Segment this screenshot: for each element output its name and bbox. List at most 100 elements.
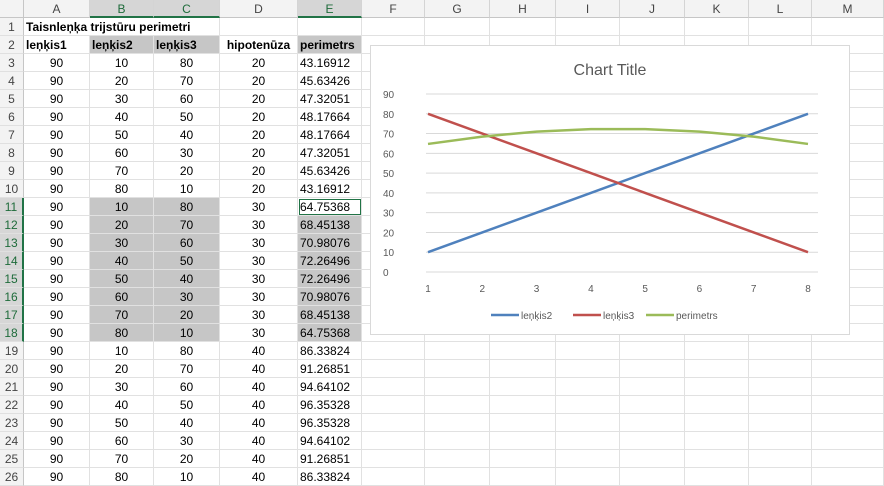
cell[interactable] <box>812 396 884 414</box>
data-cell[interactable]: 70 <box>154 360 220 378</box>
data-cell[interactable]: 90 <box>24 144 90 162</box>
data-cell[interactable]: 90 <box>24 234 90 252</box>
row-header-13[interactable]: 13 <box>0 234 24 252</box>
cell[interactable] <box>749 378 812 396</box>
row-header-9[interactable]: 9 <box>0 162 24 180</box>
row-header-11[interactable]: 11 <box>0 198 24 216</box>
data-cell[interactable]: 20 <box>220 126 298 144</box>
data-cell[interactable]: 90 <box>24 396 90 414</box>
column-header-I[interactable]: I <box>556 0 620 18</box>
data-cell[interactable]: 40 <box>90 252 154 270</box>
title-cell[interactable]: Taisnleņķa trijstūru perimetri <box>24 20 191 36</box>
row-header-16[interactable]: 16 <box>0 288 24 306</box>
column-header-A[interactable]: A <box>24 0 90 18</box>
cell[interactable] <box>812 342 884 360</box>
data-cell[interactable]: 68.45138 <box>298 216 362 234</box>
cell[interactable] <box>490 414 556 432</box>
cell[interactable] <box>556 378 620 396</box>
data-cell[interactable]: 40 <box>154 270 220 288</box>
cell[interactable] <box>154 18 220 36</box>
cell[interactable] <box>620 432 685 450</box>
cell[interactable] <box>620 414 685 432</box>
row-header-17[interactable]: 17 <box>0 306 24 324</box>
data-cell[interactable]: 80 <box>154 342 220 360</box>
cell[interactable] <box>812 18 884 36</box>
column-header-K[interactable]: K <box>685 0 749 18</box>
cell[interactable] <box>685 414 749 432</box>
data-cell[interactable]: 30 <box>90 234 154 252</box>
cell[interactable] <box>362 342 425 360</box>
cell[interactable] <box>620 360 685 378</box>
cell[interactable] <box>812 360 884 378</box>
data-cell[interactable]: 40 <box>220 342 298 360</box>
data-cell[interactable]: 90 <box>24 90 90 108</box>
cell[interactable] <box>620 450 685 468</box>
cell[interactable] <box>298 18 362 36</box>
row-header-23[interactable]: 23 <box>0 414 24 432</box>
data-cell[interactable]: 40 <box>220 432 298 450</box>
cell[interactable] <box>685 378 749 396</box>
data-cell[interactable]: 48.17664 <box>298 126 362 144</box>
row-header-26[interactable]: 26 <box>0 468 24 486</box>
cell[interactable] <box>425 396 490 414</box>
data-cell[interactable]: 60 <box>154 378 220 396</box>
data-cell[interactable]: 20 <box>220 162 298 180</box>
data-cell[interactable]: 72.26496 <box>298 270 362 288</box>
cell[interactable] <box>685 396 749 414</box>
cell[interactable] <box>556 432 620 450</box>
cell[interactable] <box>749 342 812 360</box>
data-cell[interactable]: 90 <box>24 450 90 468</box>
data-cell[interactable]: 90 <box>24 468 90 486</box>
data-cell[interactable]: 60 <box>90 288 154 306</box>
cell[interactable] <box>556 342 620 360</box>
data-cell[interactable]: 50 <box>154 396 220 414</box>
cell[interactable] <box>812 414 884 432</box>
data-cell[interactable]: 90 <box>24 360 90 378</box>
data-cell[interactable]: 90 <box>24 270 90 288</box>
data-cell[interactable]: 70.98076 <box>298 288 362 306</box>
cell[interactable] <box>620 18 685 36</box>
data-cell[interactable]: 20 <box>154 162 220 180</box>
cell[interactable] <box>425 18 490 36</box>
legend-label-leņķis3[interactable]: leņķis3 <box>603 311 635 322</box>
data-cell[interactable]: 72.26496 <box>298 252 362 270</box>
cell[interactable] <box>425 468 490 486</box>
cell[interactable] <box>490 18 556 36</box>
data-cell[interactable]: 30 <box>220 216 298 234</box>
data-cell[interactable]: 60 <box>90 432 154 450</box>
row-header-2[interactable]: 2 <box>0 36 24 54</box>
cell[interactable] <box>490 396 556 414</box>
data-cell[interactable]: 40 <box>90 396 154 414</box>
data-cell[interactable]: 90 <box>24 378 90 396</box>
row-header-18[interactable]: 18 <box>0 324 24 342</box>
data-cell[interactable]: 70 <box>90 162 154 180</box>
data-cell[interactable]: 50 <box>154 108 220 126</box>
column-header-B[interactable]: B <box>90 0 154 18</box>
data-cell[interactable]: 80 <box>90 324 154 342</box>
cell[interactable] <box>425 450 490 468</box>
data-cell[interactable]: 91.26851 <box>298 450 362 468</box>
line-chart[interactable]: Chart Title 0 10 20 30 40 50 60 70 80 90 1 2 3 4 5 6 7 8 le… <box>370 45 850 335</box>
cell[interactable] <box>490 378 556 396</box>
data-cell[interactable]: 20 <box>220 108 298 126</box>
cell[interactable] <box>490 432 556 450</box>
data-cell[interactable]: 20 <box>220 72 298 90</box>
row-header-12[interactable]: 12 <box>0 216 24 234</box>
data-cell[interactable]: 20 <box>220 90 298 108</box>
cell[interactable] <box>556 396 620 414</box>
data-cell[interactable]: 90 <box>24 162 90 180</box>
data-cell[interactable]: 40 <box>154 126 220 144</box>
data-cell[interactable]: 60 <box>90 144 154 162</box>
data-cell[interactable]: 86.33824 <box>298 342 362 360</box>
row-header-15[interactable]: 15 <box>0 270 24 288</box>
data-cell[interactable]: 64.75368 <box>298 324 362 342</box>
row-header-7[interactable]: 7 <box>0 126 24 144</box>
column-header-C[interactable]: C <box>154 0 220 18</box>
data-cell[interactable]: 91.26851 <box>298 360 362 378</box>
data-cell[interactable]: 90 <box>24 342 90 360</box>
data-cell[interactable]: 60 <box>154 90 220 108</box>
cell[interactable] <box>620 468 685 486</box>
row-header-20[interactable]: 20 <box>0 360 24 378</box>
data-cell[interactable]: 10 <box>154 324 220 342</box>
cell[interactable] <box>490 342 556 360</box>
